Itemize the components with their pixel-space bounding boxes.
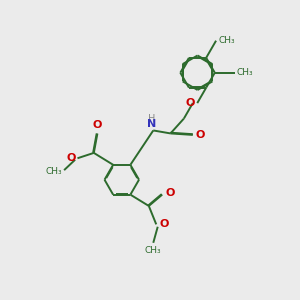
Text: CH₃: CH₃ <box>218 36 235 45</box>
Text: CH₃: CH₃ <box>237 68 253 77</box>
Text: O: O <box>93 120 102 130</box>
Text: O: O <box>66 153 75 163</box>
Text: CH₃: CH₃ <box>145 246 162 255</box>
Text: H: H <box>148 114 155 124</box>
Text: O: O <box>186 98 195 108</box>
Text: O: O <box>195 130 205 140</box>
Text: O: O <box>159 219 169 230</box>
Text: O: O <box>165 188 175 198</box>
Text: CH₃: CH₃ <box>45 167 62 176</box>
Text: N: N <box>147 119 156 129</box>
